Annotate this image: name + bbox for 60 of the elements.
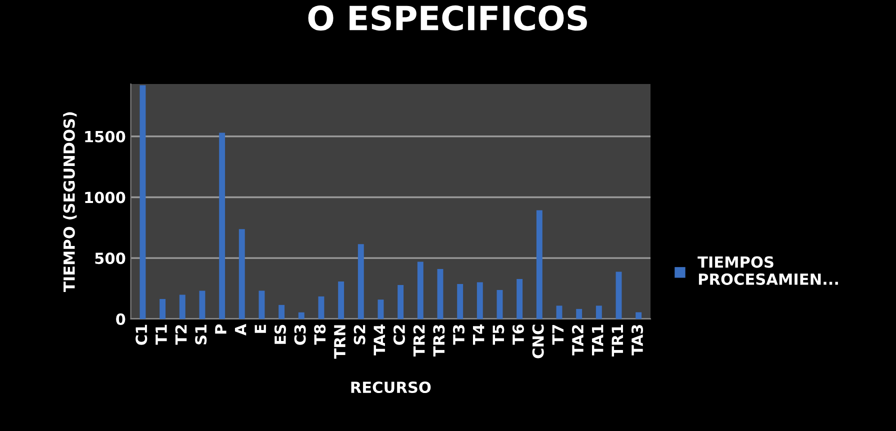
x-tick-label: TA3 [631, 325, 644, 356]
x-tick-label: TA4 [374, 324, 385, 356]
x-tick-label: S2 [354, 325, 366, 344]
bar [258, 290, 265, 319]
x-tick-label: T6 [512, 324, 524, 345]
x-axis-title: RECURSO [351, 382, 431, 394]
bar [358, 244, 364, 319]
bar [636, 312, 642, 319]
bar [457, 284, 464, 319]
bar [536, 210, 542, 319]
x-tick-label: TA2 [572, 325, 584, 356]
legend-label: TIEMPOS PROCESAMIEN... [698, 256, 838, 285]
bar [278, 304, 285, 319]
x-tick-label: ES [274, 324, 286, 344]
bar [496, 290, 503, 319]
x-tick-label: TR3 [433, 325, 445, 357]
bar [298, 312, 304, 319]
x-tick-label: A [234, 324, 246, 336]
y-tick-label: 1000 [85, 192, 126, 204]
x-tick-label: TR2 [413, 325, 425, 357]
bar [338, 281, 344, 319]
x-tick-label: C2 [393, 325, 406, 345]
x-tick-label: T2 [175, 325, 187, 345]
x-tick-label: T5 [492, 324, 504, 345]
bar [160, 298, 166, 319]
x-tick-label: T3 [452, 325, 465, 345]
x-tick-label: C1 [136, 324, 148, 345]
bar [219, 132, 226, 319]
chart-title: O ESPECIFICOS [308, 5, 587, 31]
bar [437, 269, 444, 319]
x-tick-label: S1 [195, 324, 207, 344]
bar [179, 294, 186, 319]
x-tick-label: T8 [314, 324, 326, 345]
bar [199, 290, 206, 319]
y-tick-label: 500 [95, 252, 126, 264]
bar [596, 306, 602, 319]
bar [378, 300, 384, 319]
y-axis-title: TIEMPO (SEGUNDOS) [63, 112, 77, 292]
x-tick-label: E [254, 324, 266, 333]
bar [516, 279, 523, 319]
x-tick-label: T1 [156, 324, 167, 345]
bar [556, 306, 562, 319]
bar [576, 308, 582, 319]
bar [398, 284, 404, 319]
x-tick-label: P [215, 324, 226, 334]
x-tick-label: TRN [334, 325, 346, 359]
x-tick-label: C3 [294, 325, 306, 345]
bar [318, 296, 324, 319]
x-tick-label: TA1 [592, 324, 604, 356]
x-tick-label: T4 [472, 324, 484, 345]
x-tick-label: T7 [552, 325, 564, 345]
y-tick-label: 0 [116, 313, 126, 325]
bar [616, 272, 622, 319]
bar [238, 229, 245, 319]
bar [140, 85, 146, 319]
x-tick-label: CNC [532, 324, 544, 358]
y-tick-label: 1500 [85, 130, 126, 142]
x-tick-label: TR1 [612, 324, 623, 357]
bar [417, 262, 424, 319]
bar [476, 282, 483, 319]
